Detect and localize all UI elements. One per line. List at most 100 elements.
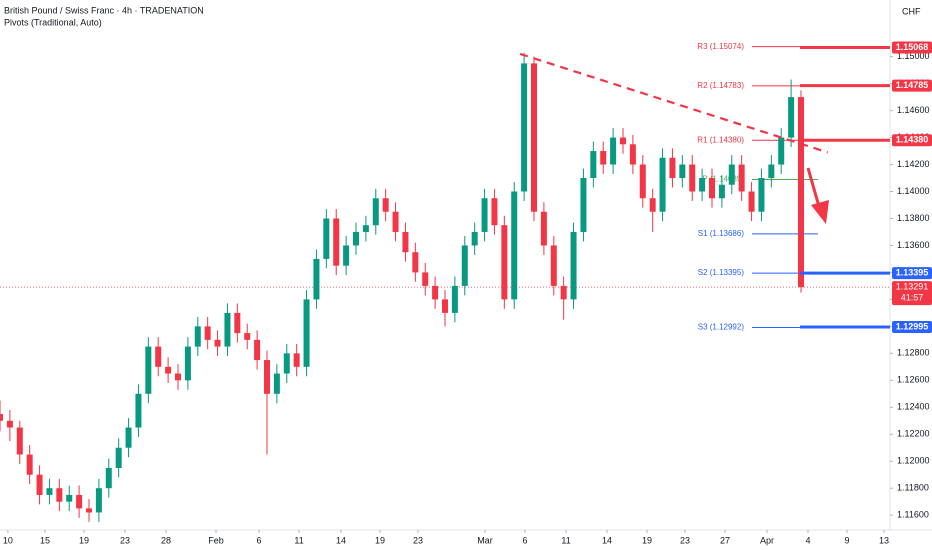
y-tick-label: 1.11600 — [897, 510, 929, 520]
y-tick-label: 1.13800 — [897, 213, 930, 223]
candle-body — [639, 164, 646, 199]
candle-body — [204, 326, 211, 340]
candle-body — [442, 299, 448, 313]
x-tick-label: 6 — [256, 535, 261, 545]
candle-body — [620, 137, 626, 145]
x-tick-label: 6 — [522, 535, 527, 545]
candle-body — [629, 144, 636, 165]
x-tick-label: Feb — [208, 535, 224, 545]
candle-body — [649, 198, 656, 212]
candle-body — [392, 211, 399, 232]
candle-body — [531, 63, 537, 212]
countdown: 41:57 — [901, 292, 924, 302]
level-tag — [892, 134, 932, 147]
y-tick-label: 1.14200 — [897, 159, 930, 169]
x-tick-label: 14 — [602, 535, 612, 545]
candle-body — [679, 164, 686, 179]
candle-body — [46, 488, 53, 495]
candle-body — [273, 373, 280, 394]
candle-body — [540, 211, 547, 246]
x-tick-label: 14 — [336, 535, 346, 545]
y-tick-label: 1.13600 — [897, 240, 930, 250]
candle-body — [145, 346, 152, 394]
arrow-head — [811, 200, 829, 224]
candle-body — [76, 494, 83, 509]
y-tick-label: 1.12400 — [897, 402, 930, 412]
candle-body — [728, 164, 735, 185]
candle-body — [659, 157, 666, 212]
candle-body — [6, 420, 13, 428]
candle-body — [501, 225, 508, 300]
candle-body — [26, 454, 33, 475]
pivot-label: S3 (1.12992) — [698, 323, 745, 332]
candle-body — [66, 494, 73, 502]
candle-body — [422, 272, 429, 286]
candle-body — [451, 285, 458, 313]
candle-body — [254, 339, 261, 361]
candle-body — [560, 285, 567, 300]
level-label: 1.15068 — [896, 42, 929, 52]
candle-body — [471, 231, 478, 246]
candle-body — [115, 447, 122, 468]
x-tick-label: 19 — [79, 535, 89, 545]
candle-body — [372, 198, 379, 226]
candle-body — [511, 191, 518, 300]
y-tick-label: 1.12600 — [897, 375, 930, 385]
candle-body — [758, 178, 765, 212]
candle-body — [412, 252, 419, 273]
arrow-shaft — [806, 167, 822, 211]
pivot-label: R2 (1.14783) — [697, 81, 744, 90]
x-tick-label: 4 — [806, 535, 811, 545]
candle-body — [432, 285, 439, 300]
x-tick-label: 19 — [375, 535, 385, 545]
y-tick-label: 1.14600 — [897, 105, 930, 115]
candle-body — [718, 184, 725, 199]
candle-body — [165, 366, 172, 374]
x-tick-label: 27 — [720, 535, 730, 545]
x-tick-label: 28 — [161, 535, 171, 545]
candle-body — [194, 326, 201, 347]
last-price-tag — [892, 281, 932, 306]
level-tag — [892, 79, 932, 92]
level-label: 1.13395 — [896, 267, 929, 277]
candle-body — [313, 258, 320, 300]
candle-body — [86, 508, 92, 513]
x-tick-label: 10 — [3, 535, 13, 545]
x-tick-label: 9 — [844, 535, 849, 545]
pivot-label: P (1.14089) — [702, 175, 744, 184]
candle-body — [491, 198, 498, 226]
candle-body — [768, 164, 775, 179]
candle-body — [709, 178, 715, 199]
y-tick-label: 1.11800 — [897, 483, 929, 493]
candle-body — [550, 245, 557, 286]
candle-body — [353, 231, 359, 246]
candle-body — [155, 346, 162, 367]
plot: 1.11600 1.11800 1.12000 1.12200 1.12400 1.126… — [0, 42, 930, 545]
y-tick-label: 1.12800 — [897, 348, 930, 358]
candle-body — [95, 488, 102, 513]
chart-title: British Pound / Swiss Franc · 4h · TRADE… — [4, 5, 204, 15]
candle-body — [580, 178, 587, 232]
y-tick-label: 1.14000 — [897, 186, 930, 196]
candle-body — [798, 97, 804, 288]
candle-body — [669, 157, 676, 179]
candle-body — [461, 245, 468, 286]
candle-body — [699, 178, 706, 192]
last-price-label: 1.13291 — [896, 281, 929, 291]
candle-body — [184, 346, 191, 381]
x-tick-label: Mar — [477, 535, 493, 545]
candle-body — [16, 427, 23, 455]
level-label: 1.14785 — [896, 80, 929, 90]
x-tick-label: 23 — [413, 535, 423, 545]
candle-body — [590, 151, 597, 179]
candle-body — [481, 198, 488, 232]
x-tick-label: 13 — [879, 535, 889, 545]
x-tick-label: 19 — [642, 535, 652, 545]
pivot-label: R3 (1.15074) — [697, 42, 744, 51]
candle-body — [521, 63, 528, 192]
candle-body — [234, 312, 241, 334]
candle-body — [333, 218, 340, 266]
level-tag — [892, 321, 932, 334]
candle-body — [778, 137, 785, 165]
